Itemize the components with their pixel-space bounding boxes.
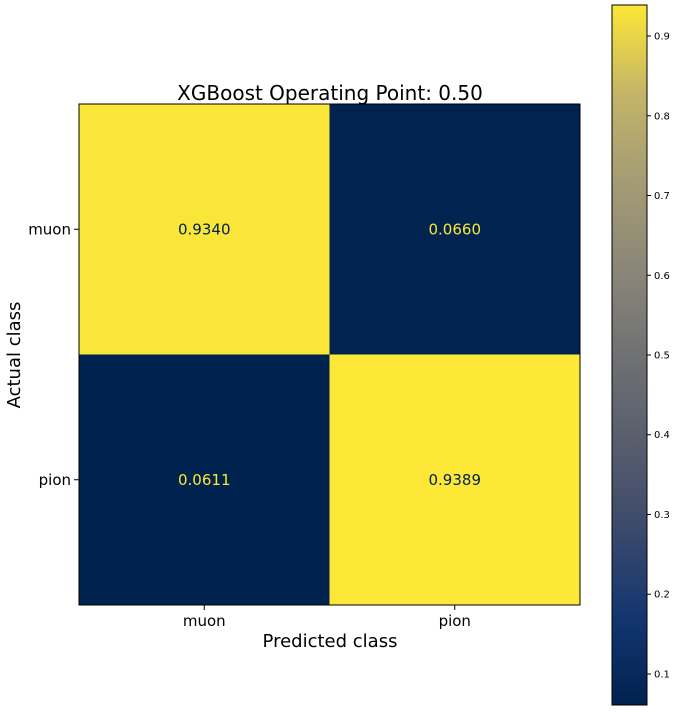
plot-frame <box>78 103 581 606</box>
colorbar-tick-label: 0.2 <box>654 590 670 601</box>
x-axis-label: Predicted class <box>263 631 398 652</box>
y-axis-ticks: muon pion <box>28 220 79 489</box>
colorbar-tick-label: 0.5 <box>654 351 670 362</box>
colorbar-tick-label: 0.9 <box>654 32 670 43</box>
chart-title: XGBoost Operating Point: 0.50 <box>177 81 483 105</box>
y-tick-label: pion <box>39 471 71 489</box>
colorbar-tick-label: 0.3 <box>654 510 670 521</box>
heatmap-cell <box>79 354 330 605</box>
cell-value-label: 0.9340 <box>178 220 231 238</box>
cell-value-label: 0.0660 <box>429 220 482 238</box>
y-axis-label: Actual class <box>4 302 25 409</box>
x-axis-ticks: muon pion <box>183 605 471 630</box>
colorbar-tick-label: 0.8 <box>654 111 670 122</box>
colorbar-tick-label: 0.1 <box>654 669 670 680</box>
y-tick-label: muon <box>28 220 71 238</box>
cell-value-label: 0.0611 <box>178 471 231 489</box>
cell-value-label: 0.9389 <box>429 471 482 489</box>
x-tick-label: pion <box>439 612 471 630</box>
colorbar <box>611 4 648 706</box>
x-tick-label: muon <box>183 612 226 630</box>
colorbar-tick-label: 0.6 <box>654 271 670 282</box>
heatmap-cell <box>329 354 580 605</box>
heatmap-cell <box>329 104 580 355</box>
colorbar-ticks: 0.1 0.2 0.3 0.4 0.5 0.6 0.7 0.8 0.9 <box>647 32 670 680</box>
colorbar-tick-label: 0.7 <box>654 191 670 202</box>
heatmap-cell <box>79 104 330 355</box>
heatmap-cells: 0.9340 0.0660 0.0611 0.9389 <box>79 104 580 605</box>
colorbar-tick-label: 0.4 <box>654 430 670 441</box>
